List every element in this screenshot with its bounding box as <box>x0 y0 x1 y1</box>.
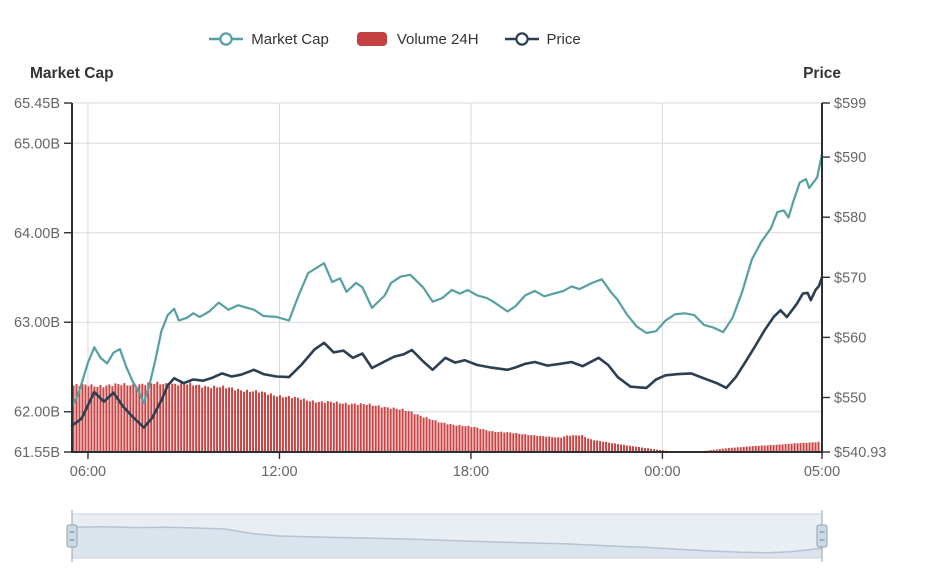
right-axis-tick-label: $599 <box>834 96 866 112</box>
axis-labels: 65.45B 65.00B 64.00B 63.00B 62.00B 61.55B $599… <box>14 96 886 480</box>
legend-item-market-cap[interactable]: Market Cap <box>209 30 329 48</box>
left-axis-tick-label: 65.00B <box>14 136 60 152</box>
right-axis-tick-label: $580 <box>834 210 866 226</box>
navigator-handle-right[interactable] <box>816 510 828 562</box>
right-axis-tick-label: $560 <box>834 330 866 346</box>
volume-24h-marker-icon <box>356 32 387 46</box>
left-axis-tick-label: 62.00B <box>14 405 60 421</box>
x-axis-tick-label: 05:00 <box>804 464 840 480</box>
right-axis-tick-label: $550 <box>834 390 866 406</box>
price-marker-icon <box>504 32 539 46</box>
left-axis-title: Market Cap <box>30 65 114 82</box>
right-axis-title: Price <box>803 65 841 82</box>
right-axis-tick-label: $570 <box>834 270 866 286</box>
left-axis-tick-label: 65.45B <box>14 96 60 112</box>
volume-bars[interactable] <box>72 381 820 452</box>
left-axis-tick-label: 61.55B <box>14 445 60 461</box>
price-line[interactable] <box>70 275 824 429</box>
gridlines <box>72 102 823 452</box>
right-axis-tick-label: $540.93 <box>834 445 886 461</box>
x-axis-tick-label: 12:00 <box>261 464 297 480</box>
legend-label: Price <box>546 30 581 48</box>
x-axis-tick-label: 00:00 <box>644 464 680 480</box>
legend-item-price[interactable]: Price <box>504 30 581 48</box>
navigator-outline <box>71 526 823 554</box>
right-axis-tick-label: $590 <box>834 150 866 166</box>
axis-ticks <box>64 102 830 459</box>
chart-legend: Market Cap Volume 24H Price <box>0 24 790 54</box>
left-axis-tick-label: 64.00B <box>14 226 60 242</box>
market-cap-marker-icon <box>209 32 244 46</box>
market-cap-line[interactable] <box>70 152 824 409</box>
plot-area[interactable]: 65.45B 65.00B 64.00B 63.00B 62.00B 61.55B $599… <box>0 0 925 500</box>
navigator-handle-left[interactable] <box>66 510 78 562</box>
x-axis-tick-label: 06:00 <box>70 464 106 480</box>
legend-label: Volume 24H <box>396 30 479 48</box>
legend-label: Market Cap <box>251 30 329 48</box>
x-axis-tick-label: 18:00 <box>453 464 489 480</box>
range-navigator[interactable] <box>0 505 925 580</box>
legend-item-volume-24h[interactable]: Volume 24H <box>355 30 479 48</box>
left-axis-tick-label: 63.00B <box>14 315 60 331</box>
